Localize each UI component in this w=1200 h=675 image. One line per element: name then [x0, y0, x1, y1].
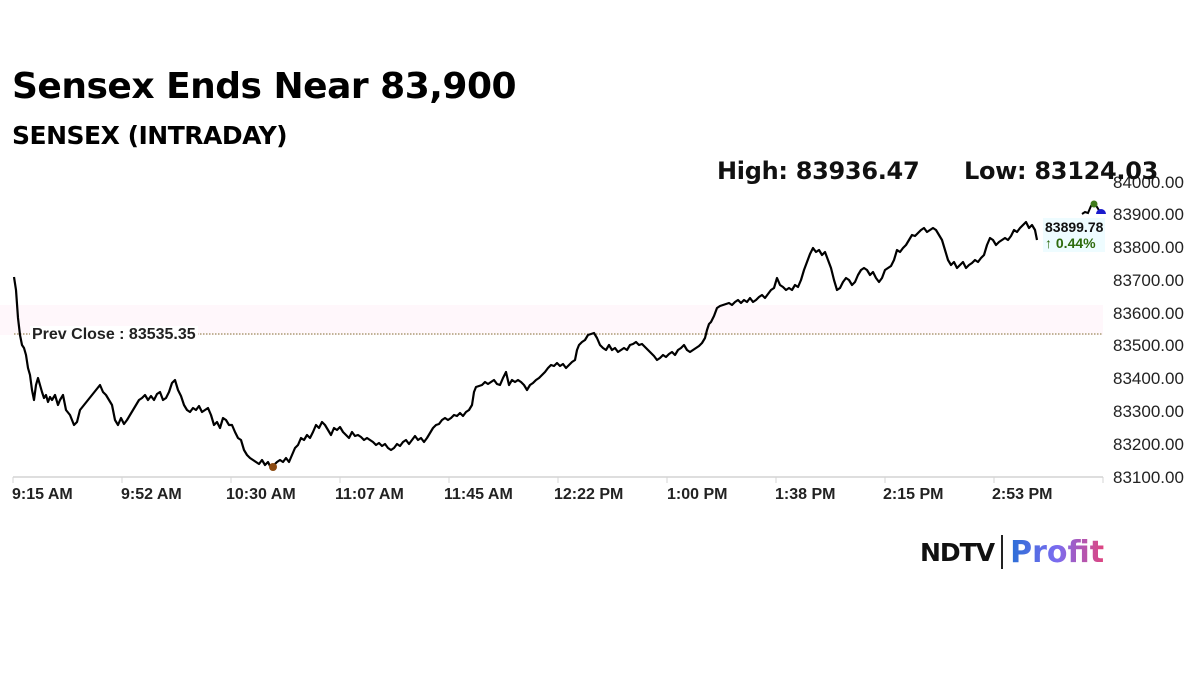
y-tick: 83200.00: [1113, 435, 1184, 454]
ndtv-profit-logo: NDTV Profit: [920, 534, 1104, 570]
chart-title: Sensex Ends Near 83,900: [12, 66, 517, 107]
logo-divider: [1001, 535, 1004, 569]
sensex-line: [12, 220, 1039, 470]
prev-close-label: Prev Close : 83535.35: [30, 326, 198, 344]
high-label: High: 83936.47: [717, 157, 920, 185]
x-tick: 2:15 PM: [883, 486, 944, 503]
x-tick-marks: [12, 477, 1104, 483]
last-marker: [1096, 209, 1106, 214]
x-tick: 1:00 PM: [667, 486, 728, 503]
chart-subtitle: SENSEX (INTRADAY): [12, 121, 288, 150]
change-percent: ↑ 0.44%: [1045, 235, 1096, 251]
high-marker: [1090, 200, 1098, 208]
y-tick: 83400.00: [1113, 369, 1184, 388]
last-value: 83899.78: [1045, 219, 1104, 235]
y-tick: 83900.00: [1113, 205, 1184, 224]
x-tick: 9:52 AM: [121, 486, 182, 503]
x-tick: 1:38 PM: [775, 486, 836, 503]
y-tick: 83100.00: [1113, 468, 1184, 487]
x-tick: 10:30 AM: [226, 486, 296, 503]
low-marker: [269, 463, 277, 471]
y-tick: 83800.00: [1113, 238, 1184, 257]
logo-product: Profit: [1010, 534, 1105, 570]
y-tick: 83600.00: [1113, 304, 1184, 323]
x-tick: 2:53 PM: [992, 486, 1053, 503]
last-value-box: 83899.78 ↑ 0.44%: [1043, 218, 1106, 252]
x-tick: 12:22 PM: [554, 486, 624, 503]
x-tick: 11:07 AM: [335, 486, 404, 503]
y-tick: 83700.00: [1113, 271, 1184, 290]
y-tick: 83300.00: [1113, 402, 1184, 421]
x-tick: 11:45 AM: [444, 486, 513, 503]
low-label: Low: 83124.03: [964, 157, 1159, 185]
logo-brand: NDTV: [920, 537, 995, 567]
y-tick: 84000.00: [1113, 173, 1184, 192]
y-tick: 83500.00: [1113, 336, 1184, 355]
x-tick: 9:15 AM: [12, 486, 73, 503]
